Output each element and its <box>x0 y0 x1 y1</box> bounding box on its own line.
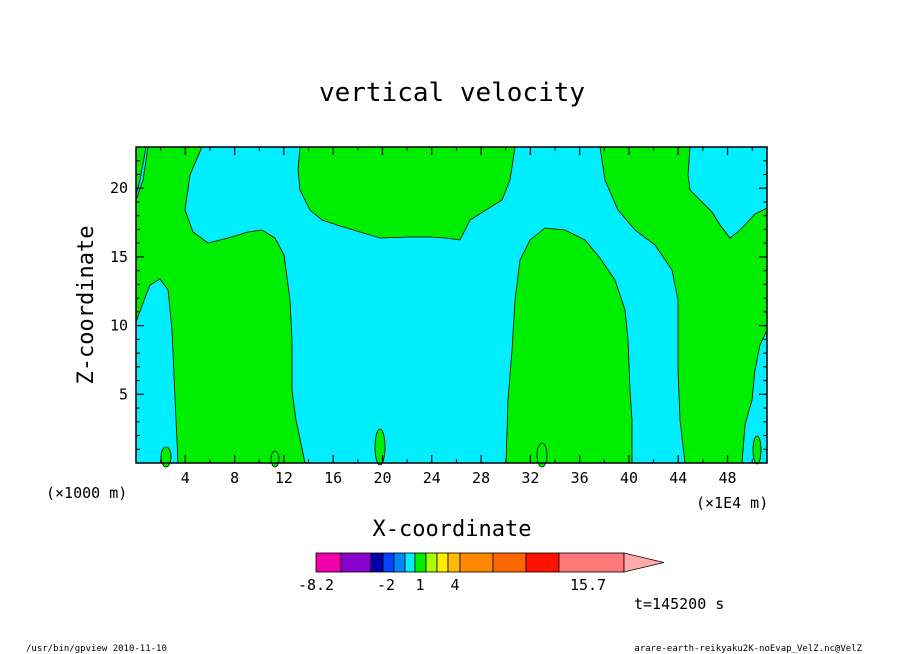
x-unit-left: (×1000 m) <box>46 484 127 502</box>
positive-blob-5 <box>752 435 762 465</box>
y-tick-label: 10 <box>110 317 128 335</box>
x-tick-label: 12 <box>275 469 293 487</box>
positive-regions <box>135 146 768 468</box>
x-unit-right: (×1E4 m) <box>696 494 768 512</box>
colorbar-cell <box>404 552 416 573</box>
colorbar-cell <box>340 552 372 573</box>
plot-frame <box>135 146 768 464</box>
y-tick-label: 15 <box>110 248 128 266</box>
positive-blob-3 <box>374 428 386 466</box>
x-tick-label: 24 <box>423 469 441 487</box>
time-label: t=145200 s <box>634 595 724 613</box>
x-tick-label: 40 <box>620 469 638 487</box>
colorbar-cell <box>558 552 625 573</box>
y-tick-label: 5 <box>119 385 128 403</box>
x-axis: 4 8 12 16 20 24 28 32 36 40 44 48 <box>160 147 753 487</box>
colorbar-cell <box>459 552 494 573</box>
y-axis: 5 10 15 20 <box>110 160 767 450</box>
colorbar-cell <box>425 552 438 573</box>
colorbar-cell <box>393 552 406 573</box>
colorbar-cell <box>315 552 342 573</box>
colorbar-tick-label: 1 <box>415 576 424 594</box>
x-tick-label: 28 <box>472 469 490 487</box>
x-tick-label: 44 <box>669 469 687 487</box>
positive-region-center-right <box>505 227 633 464</box>
y-tick-label: 20 <box>110 179 128 197</box>
positive-region-right <box>599 146 768 464</box>
colorbar-tick-label: 4 <box>450 576 459 594</box>
x-tick-label: 4 <box>181 469 190 487</box>
colorbar-cell <box>370 552 384 573</box>
positive-region-top-center <box>297 146 516 241</box>
y-axis-label: Z-coordinate <box>74 226 99 385</box>
colorbar: -8.2 -2 1 4 15.7 <box>298 552 665 594</box>
colorbar-cell <box>436 552 449 573</box>
x-axis-label: X-coordinate <box>373 517 532 542</box>
colorbar-cell <box>414 552 427 573</box>
x-tick-label: 16 <box>324 469 342 487</box>
x-tick-label: 32 <box>521 469 539 487</box>
positive-blob-1 <box>160 446 172 468</box>
positive-blob-4 <box>536 442 548 468</box>
positive-region-upper-left <box>135 146 306 464</box>
chart-title: vertical velocity <box>319 78 585 108</box>
colorbar-tick-label: 15.7 <box>570 576 606 594</box>
colorbar-cell <box>525 552 560 573</box>
colorbar-cell <box>492 552 527 573</box>
x-tick-label: 8 <box>230 469 239 487</box>
x-tick-label: 48 <box>719 469 737 487</box>
colorbar-tick-label: -2 <box>377 576 395 594</box>
colorbar-arrow <box>623 552 665 573</box>
x-tick-label: 20 <box>373 469 391 487</box>
positive-blob-2 <box>270 450 280 468</box>
footer-right: arare-earth-reikyaku2K-noEvap_VelZ.nc@Ve… <box>634 644 862 654</box>
colorbar-tick-label: -8.2 <box>298 576 334 594</box>
x-tick-label: 36 <box>571 469 589 487</box>
colorbar-cell <box>447 552 461 573</box>
footer-left: /usr/bin/gpview 2010-11-10 <box>26 644 167 654</box>
plot-area <box>135 146 768 468</box>
colorbar-cell <box>382 552 395 573</box>
